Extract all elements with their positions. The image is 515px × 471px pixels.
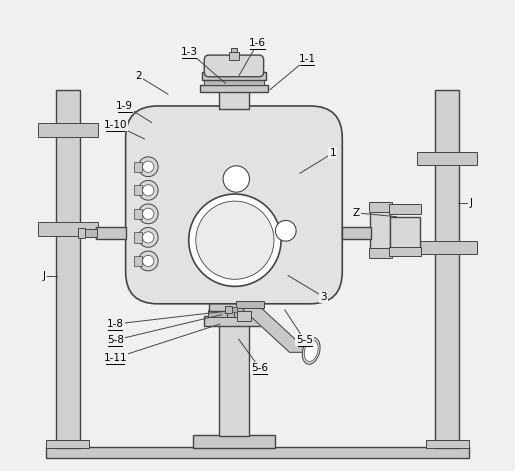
Bar [417,152,477,165]
Circle shape [143,255,154,267]
Bar [96,227,126,239]
Text: 5-5: 5-5 [296,335,313,345]
Circle shape [139,227,158,247]
Circle shape [188,194,281,286]
Ellipse shape [302,338,320,364]
Circle shape [143,208,154,219]
Bar [232,307,237,312]
Circle shape [143,185,154,196]
Bar [210,301,259,311]
Text: 1: 1 [330,148,336,158]
Circle shape [139,157,158,177]
Text: 2: 2 [135,71,142,81]
Bar [204,316,264,326]
Bar [229,52,238,60]
Text: 1-8: 1-8 [107,319,124,329]
Bar [134,256,142,266]
Text: 1-11: 1-11 [104,353,127,363]
Bar [45,447,470,458]
Text: Z: Z [353,208,360,218]
Bar [38,222,98,236]
Bar [369,202,392,212]
Bar [231,48,237,52]
FancyBboxPatch shape [126,106,342,304]
Bar [435,90,459,448]
Bar [38,123,98,137]
Bar [134,185,142,195]
Circle shape [143,161,154,172]
Bar [237,311,251,321]
Bar [342,227,370,239]
Circle shape [139,251,158,271]
Bar [417,241,477,254]
Bar [134,232,142,243]
Bar [202,72,266,80]
Text: 5-8: 5-8 [107,335,124,345]
Circle shape [139,204,158,224]
Bar [426,440,469,448]
Polygon shape [241,307,310,352]
Bar [219,91,249,109]
Bar [236,301,264,308]
Text: J: J [469,197,472,208]
FancyBboxPatch shape [204,55,264,77]
Bar [219,323,249,436]
Text: 3: 3 [320,292,327,302]
Bar [134,162,142,172]
Bar [78,228,85,238]
Bar [200,85,268,92]
Circle shape [223,166,249,192]
Bar [134,209,142,219]
Text: J: J [43,270,46,281]
Bar [204,80,264,85]
Text: 1-9: 1-9 [116,100,133,111]
Circle shape [143,232,154,243]
Bar [56,90,80,448]
Bar [370,208,390,255]
Text: 1-3: 1-3 [181,47,198,57]
Text: 1-1: 1-1 [299,54,316,64]
Circle shape [139,180,158,200]
Circle shape [276,220,296,241]
Text: 5-6: 5-6 [251,363,268,374]
Bar [369,248,392,258]
Text: 1-6: 1-6 [249,38,266,49]
Bar [46,440,89,448]
Ellipse shape [304,340,318,362]
Circle shape [196,201,274,279]
Bar [225,306,232,313]
Text: 1-10: 1-10 [104,120,127,130]
Bar [208,310,260,317]
Bar [389,204,421,214]
Bar [389,247,421,256]
Bar [84,229,97,237]
Bar [390,217,420,253]
Bar [193,435,276,448]
Bar [227,307,234,317]
